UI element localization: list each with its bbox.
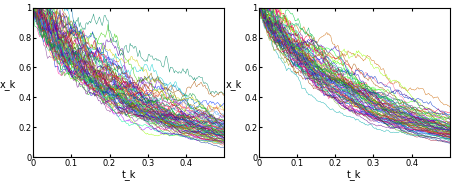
X-axis label: t_k: t_k — [347, 169, 361, 180]
Y-axis label: x_k: x_k — [226, 79, 242, 90]
X-axis label: t_k: t_k — [122, 169, 136, 180]
Y-axis label: x_k: x_k — [0, 79, 16, 90]
